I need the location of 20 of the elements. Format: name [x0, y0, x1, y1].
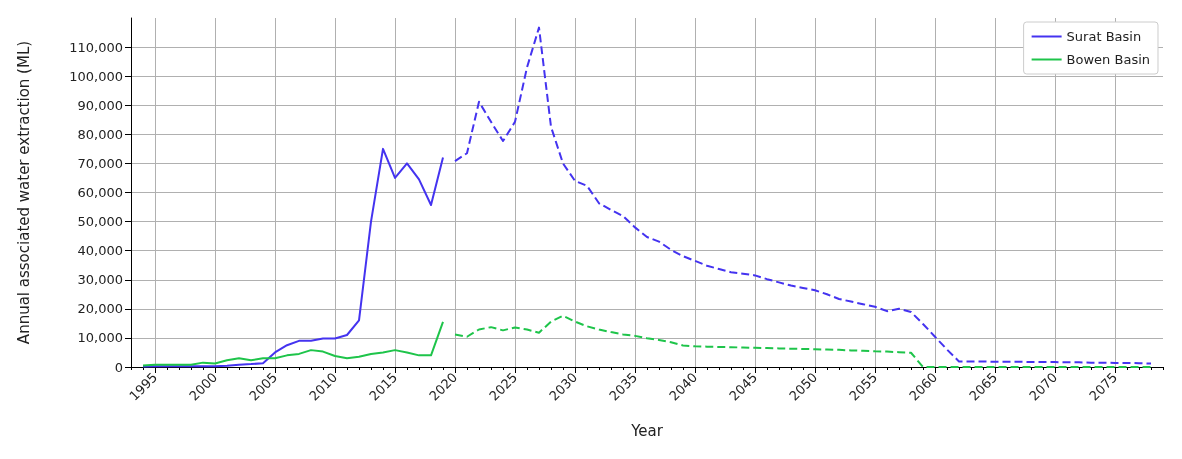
x-axis-title: Year: [630, 421, 664, 440]
y-tick-label: 0: [114, 359, 123, 375]
y-tick-label: 20,000: [77, 301, 123, 317]
y-tick-label: 50,000: [77, 214, 123, 230]
line-series: [454, 26, 1152, 365]
legend-label: Surat Basin: [1066, 29, 1142, 44]
y-tick-label: 70,000: [77, 155, 123, 171]
y-tick-label: 110,000: [69, 39, 123, 55]
line-series: [454, 314, 1152, 368]
line-series: [142, 320, 444, 367]
y-tick-label: 40,000: [77, 243, 123, 259]
y-tick-label: 60,000: [77, 185, 123, 200]
y-axis-title: Annual associated water extraction (ML): [14, 40, 33, 345]
legend-label: Bowen Basin: [1066, 52, 1151, 67]
y-tick-label: 90,000: [77, 97, 123, 113]
line-series: [142, 147, 444, 368]
y-tick-label: 80,000: [77, 126, 123, 142]
y-tick-label: 10,000: [77, 330, 123, 346]
y-tick-label: 100,000: [69, 68, 123, 84]
y-tick-label: 30,000: [77, 272, 123, 288]
